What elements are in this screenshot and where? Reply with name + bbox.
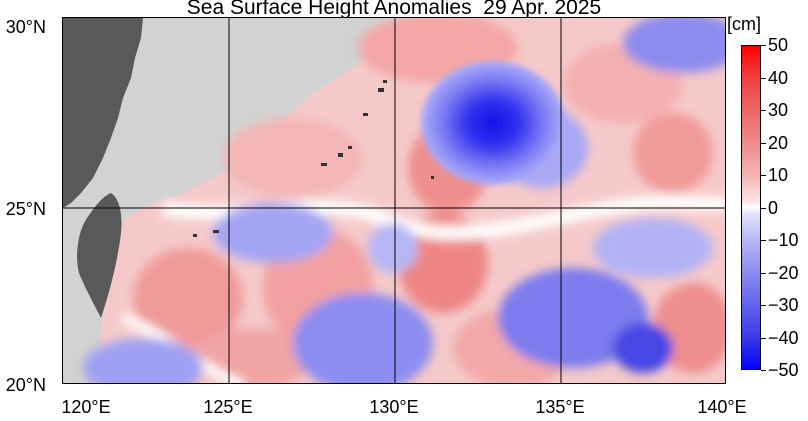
china-coast-land xyxy=(63,18,143,208)
colorbar-tick xyxy=(761,142,766,144)
colorbar-unit: [cm] xyxy=(727,14,761,34)
colorbar-tick xyxy=(761,77,766,79)
map-title: Sea Surface Height Anomalies 29 Apr. 202… xyxy=(186,0,602,19)
lon-label-125: 125°E xyxy=(203,397,253,417)
colorbar-tick xyxy=(761,175,766,176)
cold-eddy xyxy=(593,218,713,278)
cold-eddy xyxy=(498,268,648,368)
cold-eddy xyxy=(623,18,725,73)
anomaly-field xyxy=(83,18,725,383)
colorbar-tick-label: −50 xyxy=(768,360,799,380)
colorbar-tick xyxy=(761,45,766,46)
colorbar-tick xyxy=(761,370,766,371)
colorbar-tick xyxy=(761,240,766,241)
lon-label-140: 140°E xyxy=(697,397,747,417)
colorbar xyxy=(741,45,761,370)
colorbar-tick-label: 10 xyxy=(768,165,789,185)
lon-label-135: 135°E xyxy=(535,397,585,417)
lon-label-120: 120°E xyxy=(61,397,111,417)
cold-eddy xyxy=(83,338,203,383)
colorbar-tick-label: 20 xyxy=(768,132,789,153)
cold-eddy xyxy=(613,323,673,373)
strong-cold-eddy xyxy=(421,61,565,185)
cold-eddy xyxy=(368,223,418,273)
colorbar-tick-label: −10 xyxy=(768,230,799,250)
ssh-anomaly-map xyxy=(62,17,726,384)
map-canvas xyxy=(63,18,725,383)
colorbar-tick-label: 0 xyxy=(768,197,779,218)
colorbar-tick xyxy=(761,207,766,209)
taiwan-land xyxy=(77,193,122,318)
colorbar-tick-label: 40 xyxy=(768,67,789,88)
ryukyu-islands xyxy=(193,80,434,237)
warm-eddy xyxy=(133,248,243,348)
warm-eddy xyxy=(193,328,313,383)
graticule xyxy=(63,18,725,383)
colorbar-tick xyxy=(761,305,766,306)
masked-shelf-area xyxy=(63,18,423,383)
lat-label-25: 25°N xyxy=(5,199,46,219)
cold-eddy xyxy=(293,293,433,383)
lat-label-20: 20°N xyxy=(5,375,46,395)
colorbar-tick-label: 50 xyxy=(768,35,789,55)
colorbar-tick-label: −30 xyxy=(768,295,799,315)
colorbar-tick-label: −20 xyxy=(768,262,799,283)
warm-eddy xyxy=(223,118,363,198)
colorbar-tick xyxy=(761,272,766,274)
colorbar-tick xyxy=(761,110,766,111)
colorbar-tick-label: −40 xyxy=(768,327,799,348)
colorbar-tick xyxy=(761,337,766,339)
lat-label-30: 30°N xyxy=(5,17,46,37)
lon-label-130: 130°E xyxy=(369,397,419,417)
colorbar-tick-label: 30 xyxy=(768,100,789,120)
warm-eddy xyxy=(633,113,713,193)
cold-eddy xyxy=(213,203,333,263)
